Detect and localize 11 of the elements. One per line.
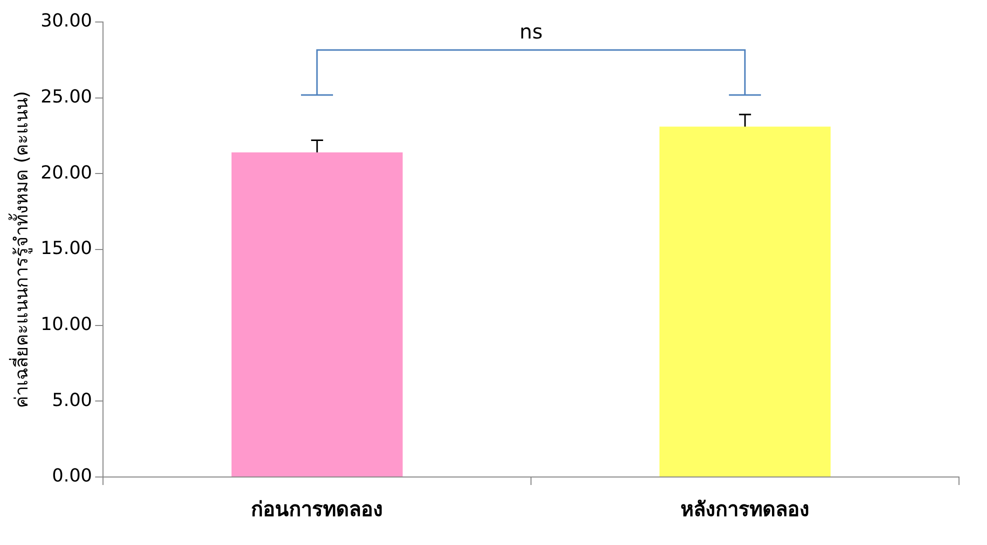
annotation: ns bbox=[520, 20, 543, 44]
y-tick-label: 15.00 bbox=[40, 238, 92, 260]
y-tick-label: 20.00 bbox=[40, 162, 92, 184]
x-tick-label: ก่อนการทดลอง bbox=[251, 497, 384, 522]
y-axis-title: ค่าเฉลี่ยคะแนนการรู้จำทั้งหมด (คะแนน) bbox=[8, 91, 32, 408]
y-tick-label: 10.00 bbox=[40, 314, 92, 336]
y-tick-label: 25.00 bbox=[40, 86, 92, 108]
y-tick-label: 0.00 bbox=[52, 466, 92, 487]
y-tick-label: 5.00 bbox=[52, 390, 92, 411]
y-tick-label: 30.00 bbox=[40, 10, 92, 32]
x-tick-label: หลังการทดลอง bbox=[680, 497, 810, 522]
